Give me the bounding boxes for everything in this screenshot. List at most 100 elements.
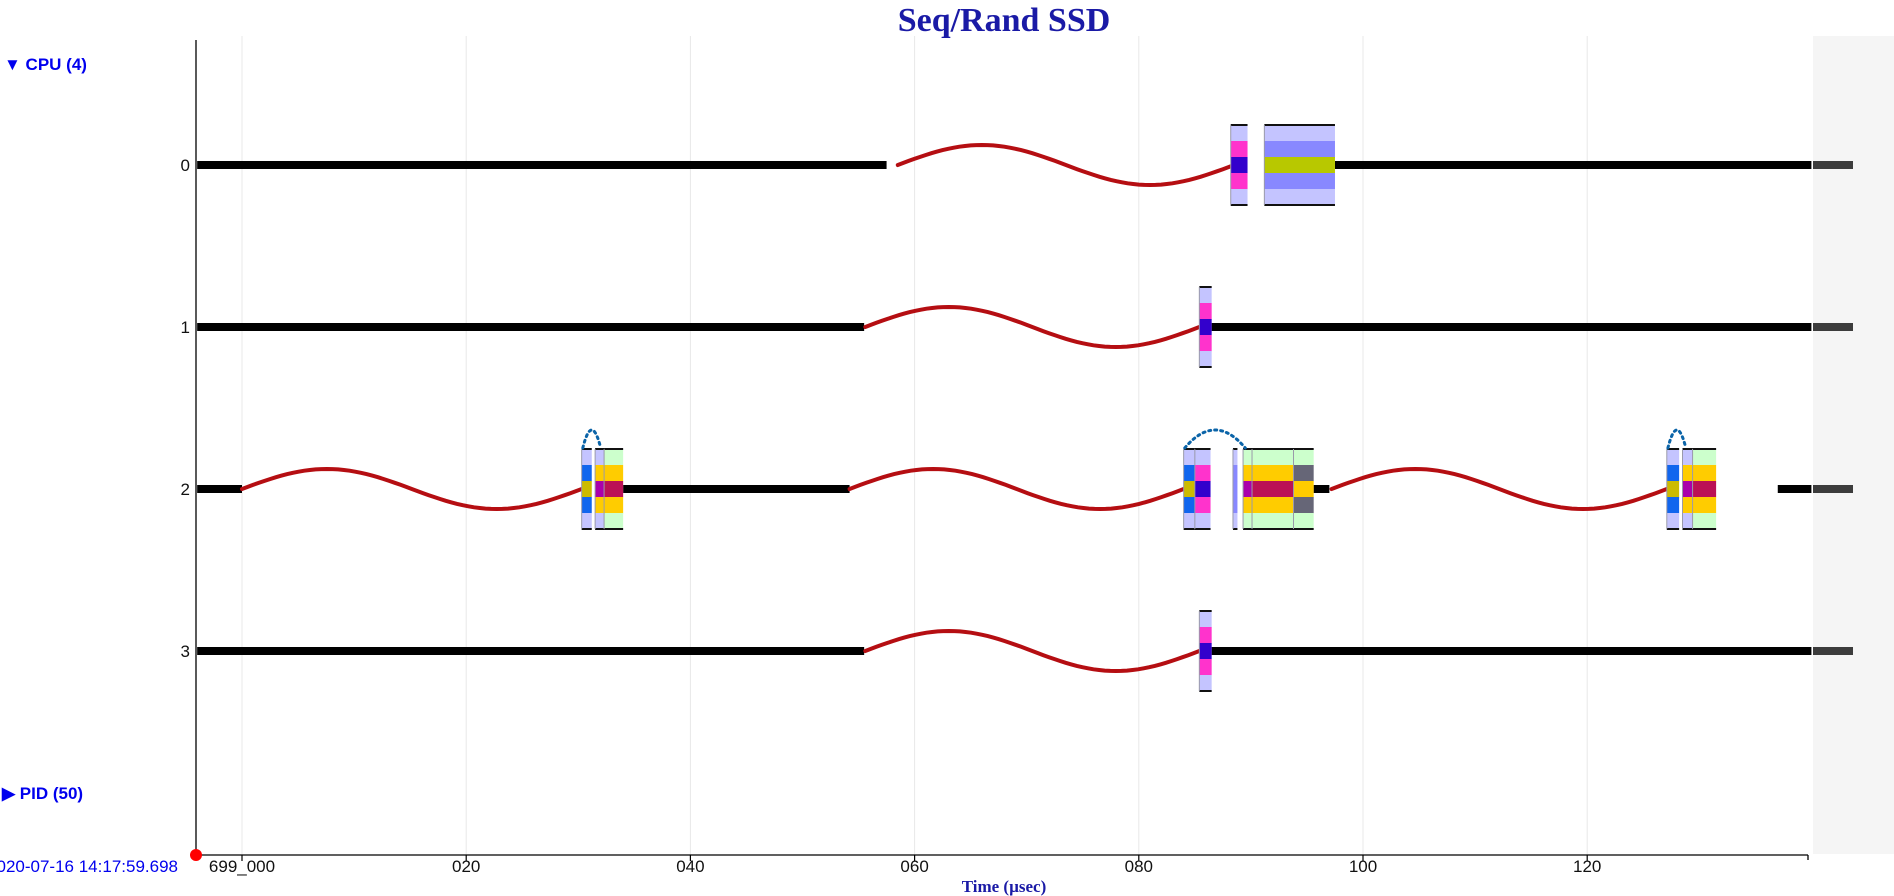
x-tick-label: 040 (676, 857, 704, 876)
exec-block-layer (1666, 513, 1680, 530)
exec-block-layer (1243, 465, 1253, 482)
exec-block (1232, 448, 1238, 530)
exec-block-layer (1232, 481, 1238, 498)
exec-block-layer (1666, 449, 1680, 466)
idle-segment (1211, 323, 1812, 331)
cpu-lanes (197, 124, 1853, 692)
exec-block-layer (1682, 513, 1693, 530)
wait-wave (240, 466, 584, 512)
cpu-group-toggle[interactable]: ▼ CPU (4) (4, 55, 87, 74)
x-tick-label: 060 (900, 857, 928, 876)
exec-block-layer (1666, 465, 1680, 482)
cpu-lane-1 (197, 286, 1853, 368)
cpu-lane-3 (197, 610, 1853, 692)
pid-group-toggle[interactable]: ▶ PID (50) (1, 784, 83, 803)
exec-block-layer (1199, 319, 1212, 336)
exec-block-layer (604, 465, 624, 482)
exec-block-layer (1293, 513, 1314, 530)
cpu-label: 3 (181, 642, 190, 661)
idle-segment (197, 647, 865, 655)
exec-block-layer (1293, 481, 1314, 498)
exec-block-layer (581, 513, 592, 530)
exec-block-layer (1692, 465, 1717, 482)
idle-tail (1813, 647, 1853, 655)
wakeup-arc (1183, 428, 1247, 450)
exec-block-layer (1264, 157, 1335, 174)
exec-block-layer (1243, 513, 1253, 530)
exec-block-layer (1194, 513, 1211, 530)
exec-block-layer (1682, 481, 1693, 498)
exec-block-layer (581, 449, 592, 466)
exec-block-layer (1183, 497, 1195, 514)
exec-block-layer (1194, 465, 1211, 482)
time-origin-marker[interactable] (190, 849, 202, 861)
exec-block-layer (1264, 189, 1335, 206)
exec-block-layer (1199, 659, 1212, 676)
exec-block-layer (1232, 513, 1238, 530)
exec-block-layer (1243, 481, 1253, 498)
exec-block (1251, 448, 1294, 530)
idle-segment (1334, 161, 1812, 169)
exec-block-layer (1230, 173, 1248, 190)
exec-block (1230, 124, 1248, 206)
exec-block-layer (1252, 497, 1294, 514)
exec-block-layer (1199, 303, 1212, 320)
exec-block-layer (604, 481, 624, 498)
x-tick-label: 080 (1125, 857, 1153, 876)
exec-block (581, 448, 592, 530)
exec-block-layer (1230, 125, 1248, 142)
exec-block-layer (1194, 481, 1211, 498)
exec-block-layer (1230, 157, 1248, 174)
wait-wave (1329, 466, 1669, 512)
exec-block-layer (1199, 351, 1212, 368)
exec-block-layer (1230, 189, 1248, 206)
cpu-label: 0 (181, 156, 190, 175)
exec-block-layer (581, 497, 592, 514)
idle-segment (1777, 485, 1812, 493)
idle-segment (197, 323, 865, 331)
exec-block-layer (604, 513, 624, 530)
exec-block-layer (1293, 449, 1314, 466)
wait-wave (895, 142, 1237, 188)
exec-block-layer (1264, 125, 1335, 142)
exec-block-layer (595, 497, 605, 514)
wakeup-arc (1666, 428, 1688, 450)
cpu-lane-2 (197, 428, 1853, 530)
idle-tail (1813, 161, 1853, 169)
exec-block-layer (1682, 465, 1693, 482)
exec-block (1263, 124, 1335, 206)
idle-segment (623, 485, 850, 493)
exec-block-layer (1243, 497, 1253, 514)
exec-block-layer (604, 497, 624, 514)
exec-block-layer (1264, 141, 1335, 158)
exec-block (594, 448, 605, 530)
exec-block (1692, 448, 1717, 530)
exec-block-layer (595, 481, 605, 498)
exec-block-layer (604, 449, 624, 466)
exec-block-layer (1666, 481, 1680, 498)
exec-block (1183, 448, 1195, 530)
chart-title: Seq/Rand SSD (898, 2, 1111, 39)
idle-tail (1813, 485, 1853, 493)
exec-block-layer (1252, 465, 1294, 482)
exec-block-layer (1682, 497, 1693, 514)
wait-wave (863, 304, 1202, 350)
exec-block-layer (1232, 465, 1238, 482)
exec-block-layer (1183, 465, 1195, 482)
exec-block (1666, 448, 1680, 530)
cpu-labels: 0 1 2 3 (181, 156, 190, 661)
exec-block (1292, 448, 1314, 530)
exec-block (1242, 448, 1253, 530)
exec-block-layer (1232, 449, 1238, 466)
idle-tail (1813, 323, 1853, 331)
exec-block-layer (595, 465, 605, 482)
exec-block-layer (581, 465, 592, 482)
exec-block-layer (1199, 335, 1212, 352)
cpu-lane-0 (197, 124, 1853, 206)
idle-segment (1313, 485, 1330, 493)
idle-segment (197, 161, 887, 169)
x-tick-label: 120 (1573, 857, 1601, 876)
exec-block-layer (1692, 497, 1717, 514)
